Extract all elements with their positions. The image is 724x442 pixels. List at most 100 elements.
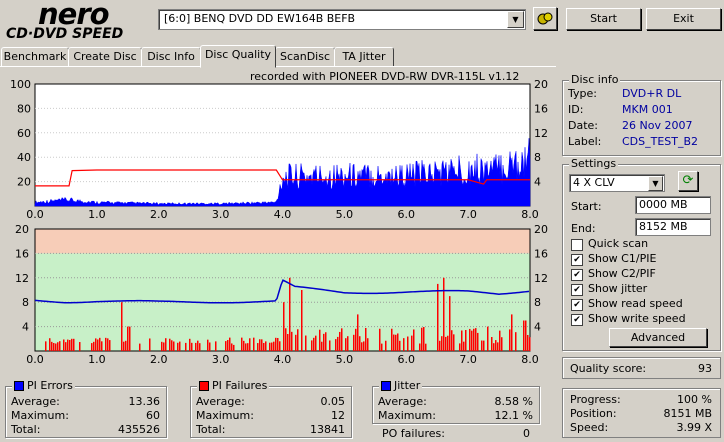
pi-failure-bar xyxy=(315,335,317,351)
pi-failure-bar xyxy=(447,335,449,351)
pi-failure-bar xyxy=(357,314,359,351)
start-input[interactable]: 0000 MB xyxy=(635,196,711,214)
pi-failure-bar xyxy=(407,336,409,351)
pi-failures-avg-value: 0.05 xyxy=(320,395,346,408)
tab-disc-quality[interactable]: Disc Quality xyxy=(200,45,276,68)
pi-failure-bar xyxy=(487,326,489,351)
pi-failure-bar xyxy=(169,338,171,351)
pi-failure-bar xyxy=(445,336,447,351)
drive-select[interactable]: [6:0] BENQ DVD DD EW164B BEFB ▼ xyxy=(158,9,526,30)
pi-failure-bar xyxy=(279,341,281,351)
x-tick: 6.0 xyxy=(398,208,416,220)
pi-failure-bar xyxy=(511,314,513,351)
pi-failure-bar xyxy=(471,330,473,351)
pi-failure-bar xyxy=(497,342,499,351)
show-write-speed-checkbox[interactable]: ✔ xyxy=(571,314,583,326)
pi-failure-bar xyxy=(355,328,357,351)
tab-scandisc[interactable]: ScanDisc xyxy=(275,47,335,67)
show-read-speed-checkbox[interactable]: ✔ xyxy=(571,299,583,311)
pi-failure-bar xyxy=(233,344,235,351)
y-left-tick: 20 xyxy=(17,176,31,189)
y-right-tick: 8 xyxy=(534,296,541,309)
drive-select-value: [6:0] BENQ DVD DD EW164B BEFB xyxy=(164,12,356,25)
settings-title: Settings xyxy=(569,157,619,170)
refresh-speed-button[interactable]: ⟳ xyxy=(678,171,698,191)
pi-failure-bar xyxy=(347,336,349,351)
y-left-tick: 40 xyxy=(17,151,31,164)
pi-failure-bar xyxy=(491,337,493,351)
pi-failure-bar xyxy=(295,334,297,351)
pi-failure-bar xyxy=(469,328,471,351)
tab-disc-info[interactable]: Disc Info xyxy=(141,47,201,67)
end-input[interactable]: 8152 MB xyxy=(635,218,711,236)
pi-errors-group: PI Errors Average: 13.36 Maximum: 60 Tot… xyxy=(5,379,167,438)
y-left-tick: 12 xyxy=(15,272,29,285)
refresh-drive-button[interactable] xyxy=(533,7,557,30)
jitter-max-value: 12.1 % xyxy=(494,409,533,422)
y-right-tick: 16 xyxy=(534,102,548,115)
y-left-tick: 60 xyxy=(17,127,31,140)
pi-failures-total-label: Total: xyxy=(196,423,226,436)
y-right-tick: 20 xyxy=(534,80,548,91)
pi-failure-bar xyxy=(391,328,393,351)
pi-failure-bar xyxy=(277,337,279,351)
pi-failure-bar xyxy=(207,339,209,351)
pi-failure-bar xyxy=(191,342,193,351)
pi-failure-bar xyxy=(257,343,259,351)
jitter-title: Jitter xyxy=(379,379,423,392)
read-speed-series xyxy=(35,169,530,187)
advanced-button[interactable]: Advanced xyxy=(609,328,707,347)
pi-failure-bar xyxy=(285,328,287,351)
speed-select[interactable]: 4 X CLV ▼ xyxy=(569,174,665,192)
pi-failure-bar xyxy=(225,341,227,351)
pi-failure-bar xyxy=(403,338,405,351)
pi-failure-bar xyxy=(253,337,255,351)
exit-button[interactable]: Exit xyxy=(646,8,721,30)
show-c1-pie-checkbox[interactable]: ✔ xyxy=(571,254,583,266)
quality-score-value: 93 xyxy=(698,362,712,375)
pi-failure-bar xyxy=(297,329,299,351)
show-c2-pif-checkbox[interactable]: ✔ xyxy=(571,269,583,281)
pi-failure-bar xyxy=(93,341,95,351)
pi-failure-bar xyxy=(67,339,69,351)
pi-failure-bar xyxy=(421,327,423,351)
pi-errors-series xyxy=(34,138,531,207)
show-jitter-label: Show jitter xyxy=(588,282,648,295)
pi-failure-bar xyxy=(123,341,125,351)
pi-failure-bar xyxy=(399,340,401,351)
pi-failure-bar xyxy=(121,302,123,351)
quick-scan-checkbox[interactable] xyxy=(571,239,583,251)
tab-create-disc[interactable]: Create Disc xyxy=(68,47,142,67)
x-tick: 0.0 xyxy=(26,353,44,365)
pi-failure-bar xyxy=(271,342,273,351)
chevron-down-icon[interactable]: ▼ xyxy=(648,176,663,191)
jitter-max-label: Maximum: xyxy=(378,409,436,422)
jitter-legend-icon xyxy=(381,381,391,391)
show-c2-pif-label: Show C2/PIF xyxy=(588,267,656,280)
cd-dvd-speed-logo: CD·DVD SPEED xyxy=(6,26,124,42)
tab-benchmark[interactable]: Benchmark xyxy=(1,47,69,67)
tab-ta-jitter[interactable]: TA Jitter xyxy=(334,47,394,67)
start-button[interactable]: Start xyxy=(566,8,641,30)
x-tick: 4.0 xyxy=(274,208,292,220)
show-jitter-checkbox[interactable]: ✔ xyxy=(571,284,583,296)
pi-failure-bar xyxy=(463,341,465,351)
pi-failure-bar xyxy=(55,343,57,351)
chevron-down-icon[interactable]: ▼ xyxy=(507,11,524,28)
pi-failure-bar xyxy=(483,340,485,351)
show-c1-pie-label: Show C1/PIE xyxy=(588,252,657,265)
pi-failure-bar xyxy=(275,337,277,351)
pi-failure-bar xyxy=(229,337,231,351)
pi-failure-bar xyxy=(527,334,529,351)
position-label: Position: xyxy=(570,407,617,420)
position-value: 8151 MB xyxy=(663,407,712,420)
pi-failure-bar xyxy=(197,340,199,351)
pi-failure-bar xyxy=(363,341,365,351)
speed-value: 3.99 X xyxy=(676,421,712,434)
pi-failure-bar xyxy=(397,333,399,351)
x-tick: 1.0 xyxy=(88,353,106,365)
pi-errors-title: PI Errors xyxy=(12,379,75,392)
y-right-tick: 16 xyxy=(534,247,548,260)
disc-label-value: CDS_TEST_B2 xyxy=(622,135,699,148)
pi-errors-legend-icon xyxy=(14,381,24,391)
